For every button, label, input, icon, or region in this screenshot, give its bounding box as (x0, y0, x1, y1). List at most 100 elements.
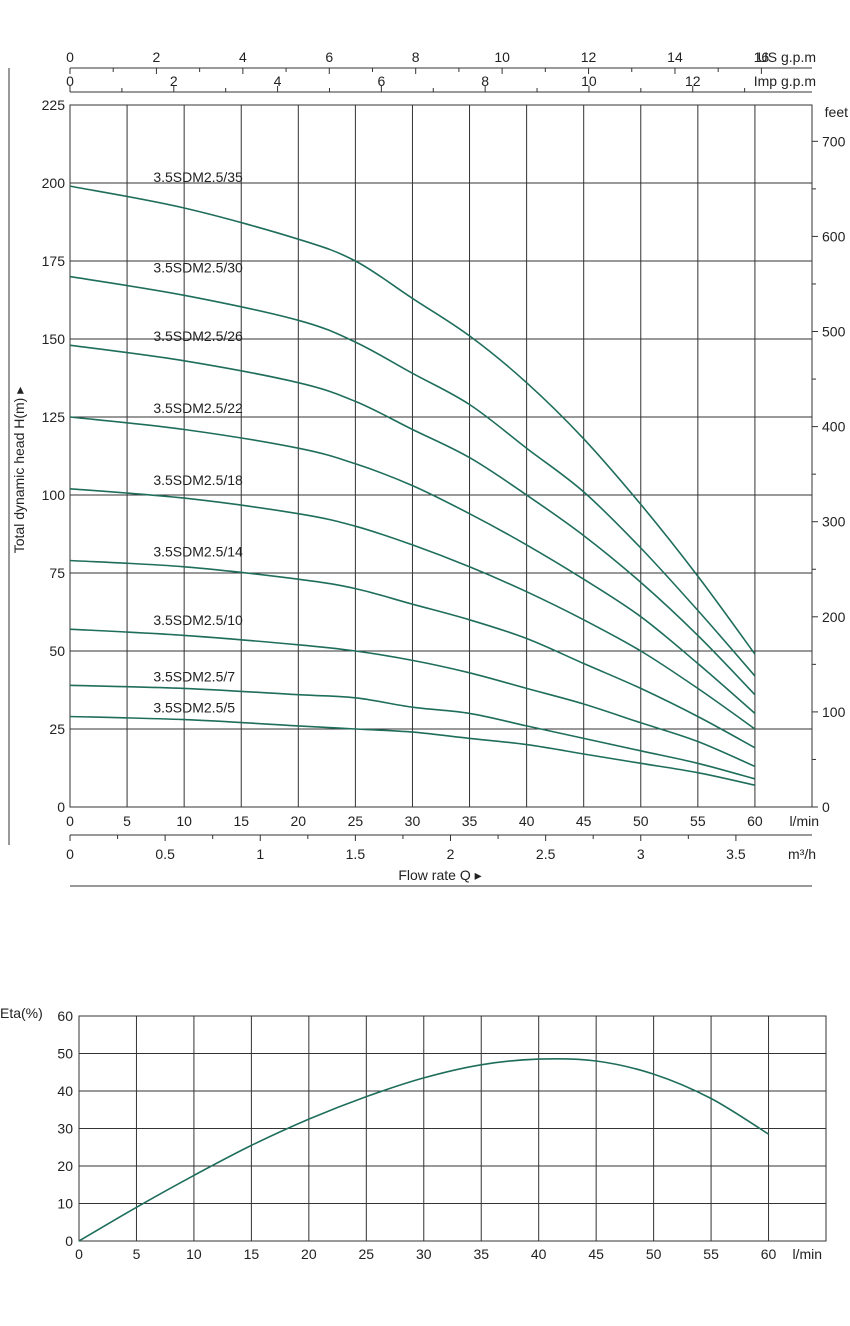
efficiency-x-tick-label: 60 (761, 1246, 777, 1262)
efficiency-x-tick-label: 5 (133, 1246, 141, 1262)
imp-gpm-tick-label: 4 (274, 73, 282, 89)
feet-tick-label: 100 (822, 704, 846, 720)
head-x-tick-label: 55 (690, 813, 706, 829)
efficiency-x-tick-label: 10 (186, 1246, 202, 1262)
head-y-tick-label: 0 (57, 799, 65, 815)
m3h-tick-label: 0 (66, 846, 74, 862)
head-curve-label: 3.5SDM2.5/7 (153, 668, 235, 684)
head-grid (69, 104, 813, 808)
head-curve-label: 3.5SDM2.5/35 (153, 169, 243, 185)
head-x-tick-label: 30 (405, 813, 421, 829)
head-y-tick-label: 100 (42, 487, 66, 503)
head-y-tick-label: 225 (42, 97, 66, 113)
efficiency-x-tick-label: 15 (244, 1246, 260, 1262)
head-y-axis-label: Total dynamic head H(m) ▸ (11, 387, 27, 554)
head-x-tick-label: 5 (123, 813, 131, 829)
head-curve-label: 3.5SDM2.5/22 (153, 400, 243, 416)
m3h-tick-label: 0.5 (155, 846, 175, 862)
imp-gpm-tick-label: 8 (481, 73, 489, 89)
us-gpm-tick-label: 0 (66, 49, 74, 65)
m3h-tick-label: 1.5 (346, 846, 366, 862)
head-x-tick-label: 60 (747, 813, 763, 829)
head-x-tick-label: 0 (66, 813, 74, 829)
m3h-tick-label: 3 (637, 846, 645, 862)
efficiency-y-tick-label: 10 (57, 1196, 73, 1212)
head-x-tick-label: 50 (633, 813, 649, 829)
head-y-tick-label: 125 (42, 409, 66, 425)
feet-tick-label: 600 (822, 228, 846, 244)
head-x-tick-label: 40 (519, 813, 535, 829)
feet-tick-label: 0 (822, 799, 830, 815)
head-y-tick-label: 50 (49, 643, 65, 659)
us-gpm-tick-label: 4 (239, 49, 247, 65)
head-y-tick-label: 175 (42, 253, 66, 269)
head-curve (69, 684, 756, 780)
feet-tick-label: 500 (822, 324, 846, 340)
head-x-tick-label: 35 (462, 813, 478, 829)
us-gpm-unit: US g.p.m (758, 49, 816, 65)
efficiency-y-tick-label: 60 (57, 1008, 73, 1024)
m3h-tick-label: 2 (447, 846, 455, 862)
head-x-tick-label: 15 (233, 813, 249, 829)
head-curve (69, 715, 756, 786)
feet-tick-label: 700 (822, 133, 846, 149)
head-x-unit: l/min (789, 813, 819, 829)
efficiency-y-axis-label: Eta(%) (0, 1005, 43, 1021)
efficiency-x-tick-label: 0 (75, 1246, 83, 1262)
head-curve-label: 3.5SDM2.5/18 (153, 472, 243, 488)
us-gpm-tick-label: 6 (325, 49, 333, 65)
head-x-tick-label: 10 (176, 813, 192, 829)
head-x-tick-label: 20 (291, 813, 307, 829)
imp-gpm-unit: Imp g.p.m (754, 73, 816, 89)
efficiency-y-tick-label: 20 (57, 1158, 73, 1174)
feet-unit: feet (825, 104, 848, 120)
head-x-axis-label: Flow rate Q ▸ (398, 867, 481, 883)
efficiency-x-tick-label: 40 (531, 1246, 547, 1262)
head-plot-frame (69, 104, 813, 808)
efficiency-grid (78, 1015, 827, 1242)
efficiency-y-tick-label: 0 (65, 1233, 73, 1249)
head-curves: 3.5SDM2.5/35 3.5SDM2.5/30 3.5SDM2.5/26 3.5S… (69, 169, 756, 786)
efficiency-axes: 0 10 20 30 40 50 60 0 5 10 15 20 25 30 35 40 45 50 55 60 l/m… (0, 1005, 822, 1262)
imp-gpm-tick-label: 2 (170, 73, 178, 89)
m3h-tick-label: 1 (256, 846, 264, 862)
m3h-unit: m³/h (788, 846, 816, 862)
head-curve-label: 3.5SDM2.5/26 (153, 328, 243, 344)
head-y-tick-label: 200 (42, 175, 66, 191)
m3h-tick-label: 3.5 (726, 846, 746, 862)
head-x-tick-label: 25 (348, 813, 364, 829)
feet-tick-label: 200 (822, 609, 846, 625)
head-y-tick-label: 25 (49, 721, 65, 737)
imp-gpm-tick-label: 12 (685, 73, 701, 89)
us-gpm-tick-label: 10 (494, 49, 510, 65)
us-gpm-tick-label: 16 (754, 49, 770, 65)
efficiency-x-tick-label: 55 (703, 1246, 719, 1262)
us-gpm-tick-label: 12 (581, 49, 597, 65)
head-curve-label: 3.5SDM2.5/10 (153, 612, 243, 628)
head-curve (69, 488, 756, 730)
efficiency-x-unit: l/min (792, 1246, 822, 1262)
us-gpm-tick-label: 14 (667, 49, 683, 65)
efficiency-x-tick-label: 20 (301, 1246, 317, 1262)
efficiency-curve-line (78, 1057, 769, 1242)
head-curve (69, 344, 756, 696)
head-curve (69, 559, 756, 749)
head-curve-label: 3.5SDM2.5/14 (153, 544, 243, 560)
head-curve (69, 185, 756, 655)
efficiency-y-tick-label: 30 (57, 1121, 73, 1137)
head-y-tick-label: 150 (42, 331, 66, 347)
head-x-tick-label: 45 (576, 813, 592, 829)
efficiency-y-tick-label: 40 (57, 1083, 73, 1099)
us-gpm-tick-label: 8 (412, 49, 420, 65)
head-y-tick-label: 75 (49, 565, 65, 581)
efficiency-x-tick-label: 50 (646, 1246, 662, 1262)
efficiency-x-tick-label: 25 (359, 1246, 375, 1262)
head-curve (69, 275, 756, 677)
m3h-tick-label: 2.5 (536, 846, 556, 862)
feet-tick-label: 400 (822, 419, 846, 435)
feet-tick-label: 300 (822, 514, 846, 530)
efficiency-x-tick-label: 45 (588, 1246, 604, 1262)
efficiency-y-tick-label: 50 (57, 1046, 73, 1062)
